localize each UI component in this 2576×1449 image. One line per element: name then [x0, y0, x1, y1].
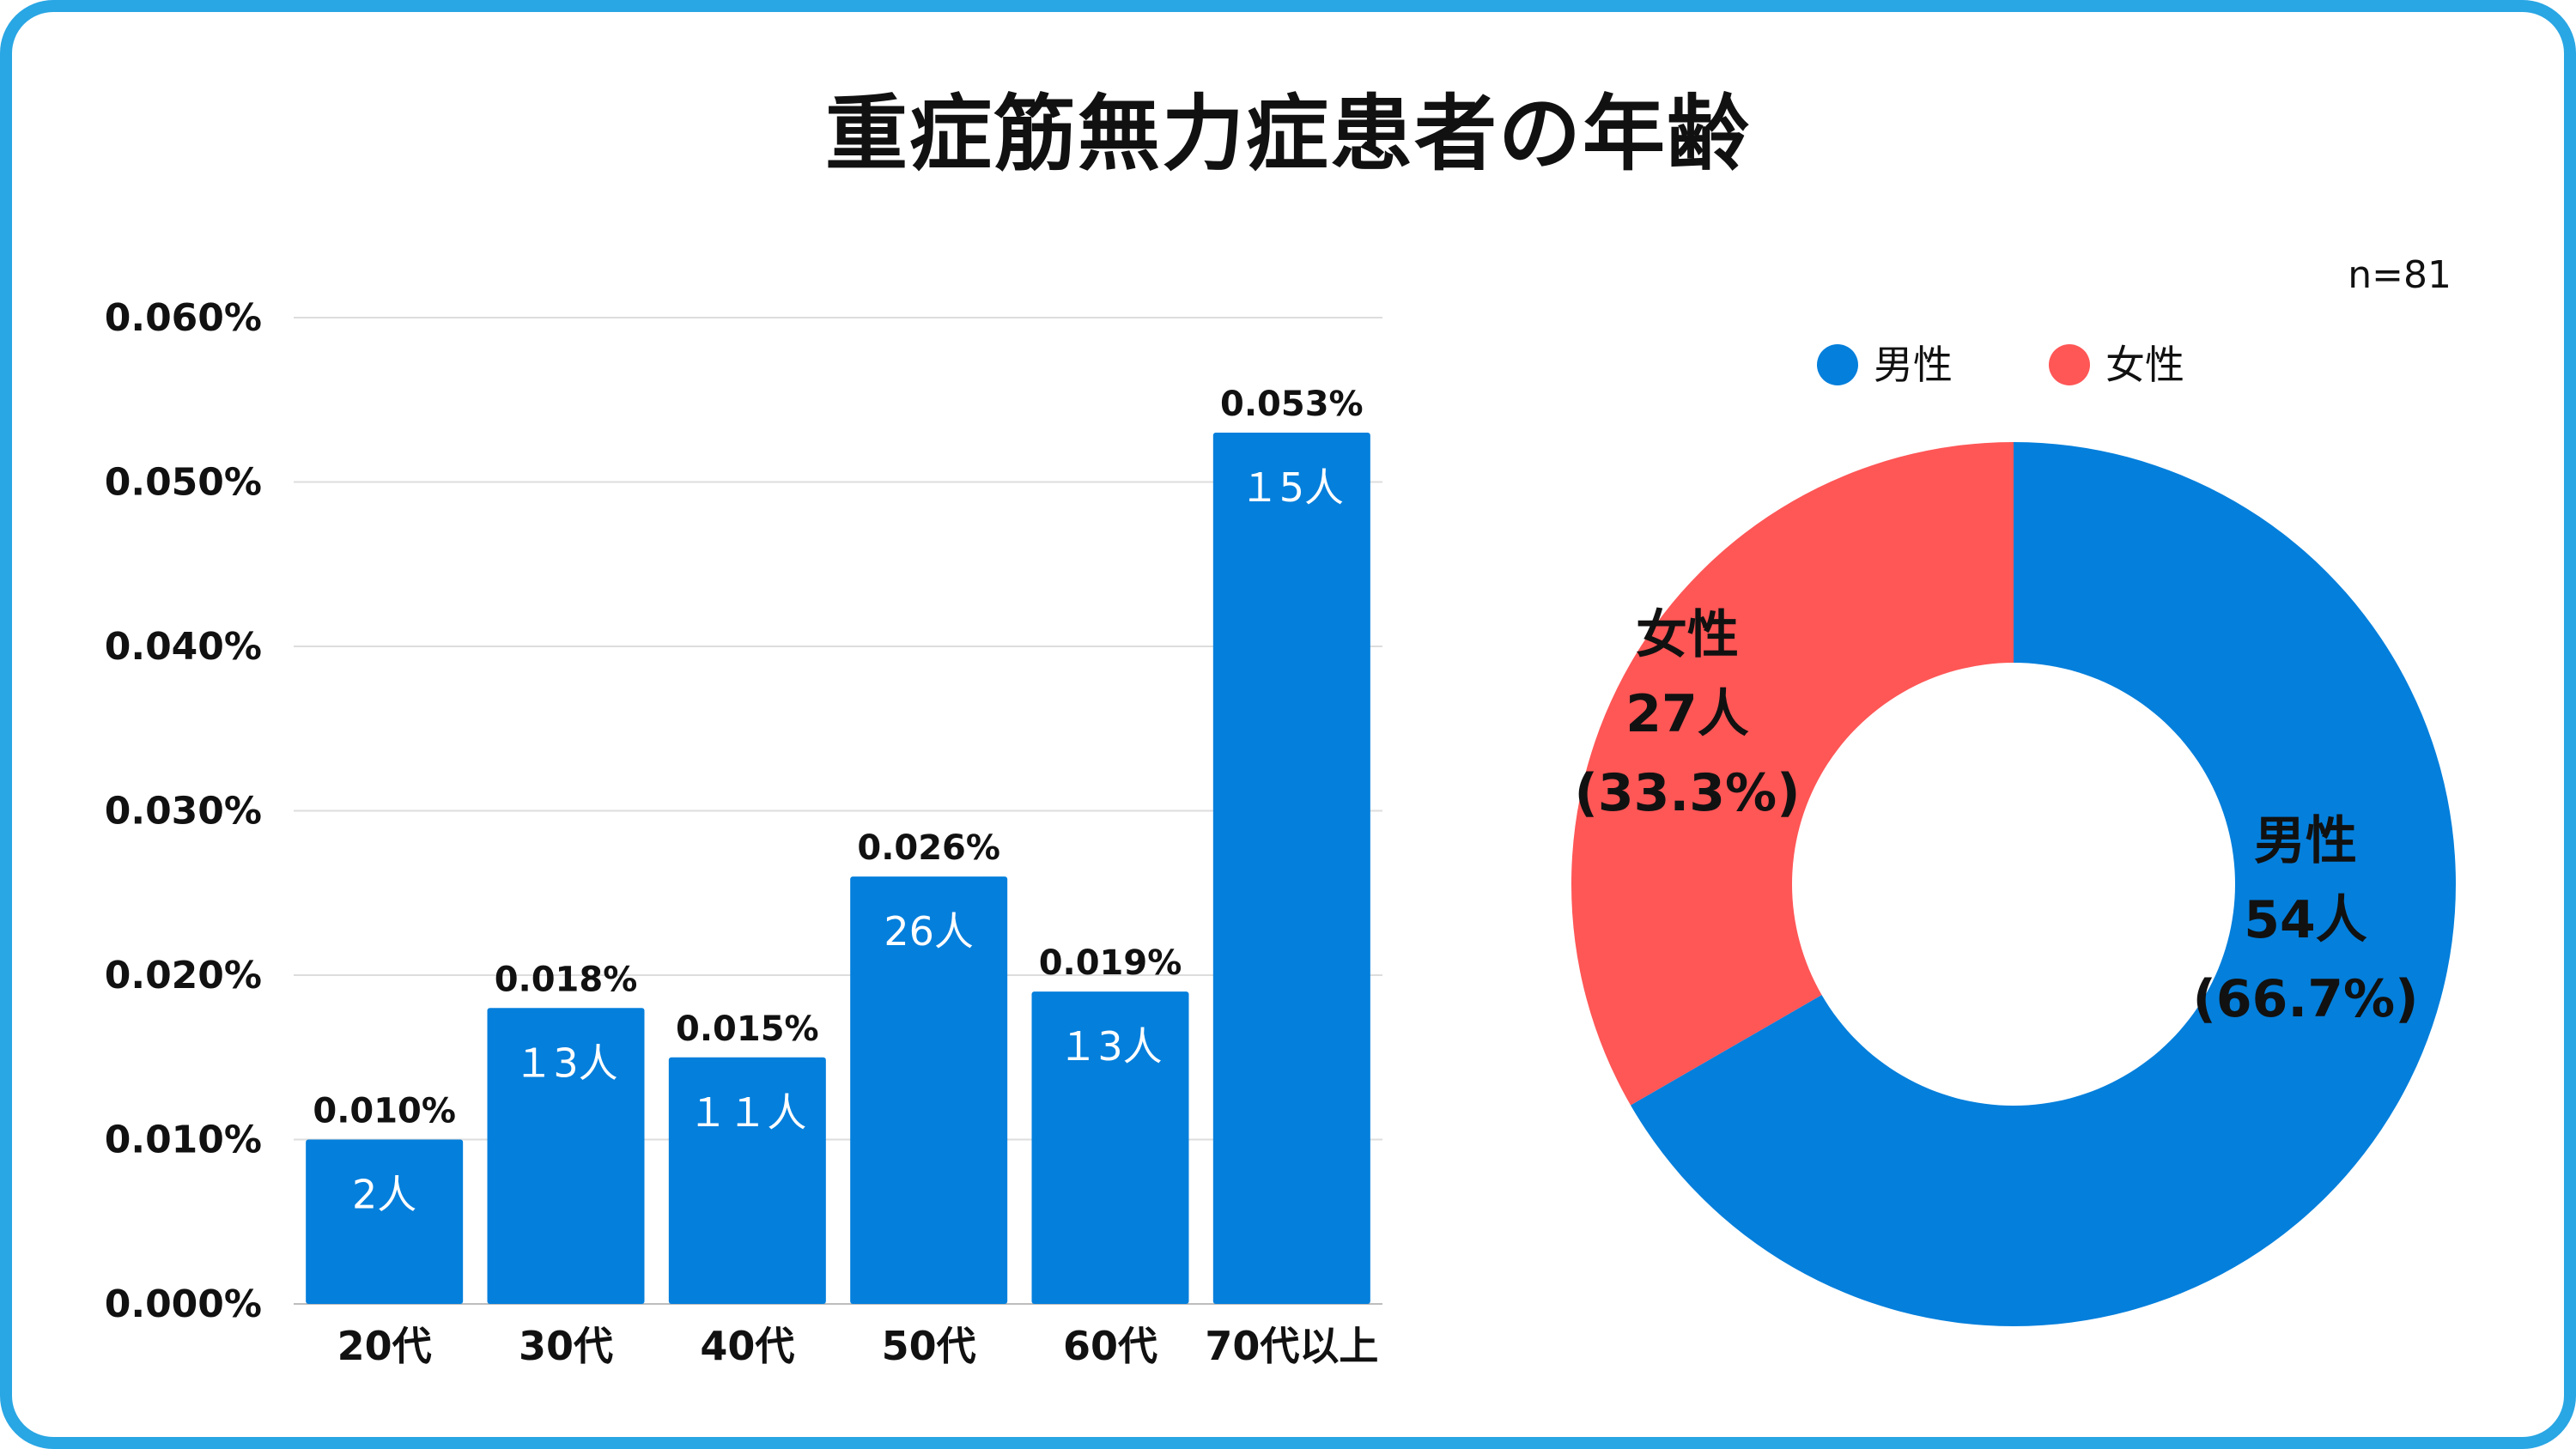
- legend-label: 男性: [1874, 342, 1953, 388]
- x-tick-label: 40代: [700, 1323, 794, 1369]
- bar-value-label: 0.053%: [1220, 385, 1364, 424]
- bar-value-label: 0.026%: [857, 828, 1000, 868]
- y-tick-label: 0.050%: [105, 461, 262, 505]
- y-tick-label: 0.060%: [105, 296, 262, 340]
- y-tick-label: 0.000%: [105, 1282, 262, 1326]
- bar-chart: 0.000% 0.010% 0.020% 0.030% 0.040% 0.050% 0.06…: [105, 296, 1382, 1369]
- bar-count-label: 2人: [352, 1172, 416, 1218]
- bar: [1031, 991, 1189, 1304]
- slice-label: 27人: [1625, 684, 1749, 744]
- bar-value-label: 0.015%: [676, 1009, 819, 1049]
- bar-count-label: １3人: [1058, 1023, 1162, 1070]
- x-tick-label: 70代以上: [1205, 1323, 1378, 1369]
- slice-label: 男性: [2254, 811, 2357, 871]
- slice-label: (33.3%): [1575, 763, 1801, 823]
- x-tick-label: 60代: [1063, 1323, 1157, 1369]
- bar-value-label: 0.019%: [1039, 943, 1182, 983]
- bar-count-label: 26人: [884, 908, 974, 955]
- chart-title: 重症筋無力症患者の年齢: [825, 86, 1751, 182]
- bar-count-label: １5人: [1240, 464, 1344, 511]
- y-tick-label: 0.040%: [105, 625, 262, 669]
- bar-value-label: 0.018%: [495, 960, 638, 999]
- slice-label: 54人: [2244, 890, 2367, 950]
- legend-marker: [2049, 344, 2090, 385]
- donut-slice: [1630, 442, 2456, 1326]
- bar-count-label: １3人: [513, 1040, 617, 1086]
- donut-slice: [1571, 442, 2014, 1106]
- bar: [668, 1057, 826, 1304]
- y-tick-label: 0.020%: [105, 954, 262, 997]
- x-tick-label: 20代: [337, 1323, 432, 1369]
- bar: [850, 876, 1008, 1304]
- slice-label: (66.7%): [2193, 969, 2419, 1029]
- x-tick-label: 30代: [519, 1323, 613, 1369]
- legend-label: 女性: [2105, 342, 2184, 388]
- bar: [1212, 433, 1370, 1304]
- bar-count-label: １１人: [688, 1089, 806, 1136]
- sample-size-note: n=81: [2348, 253, 2451, 297]
- x-tick-label: 50代: [882, 1323, 976, 1369]
- y-tick-label: 0.030%: [105, 790, 262, 834]
- legend-marker: [1817, 344, 1858, 385]
- bar: [306, 1139, 464, 1304]
- y-tick-label: 0.010%: [105, 1119, 262, 1162]
- slice-label: 女性: [1636, 605, 1739, 665]
- bar-value-label: 0.010%: [313, 1092, 456, 1131]
- bar: [487, 1008, 645, 1304]
